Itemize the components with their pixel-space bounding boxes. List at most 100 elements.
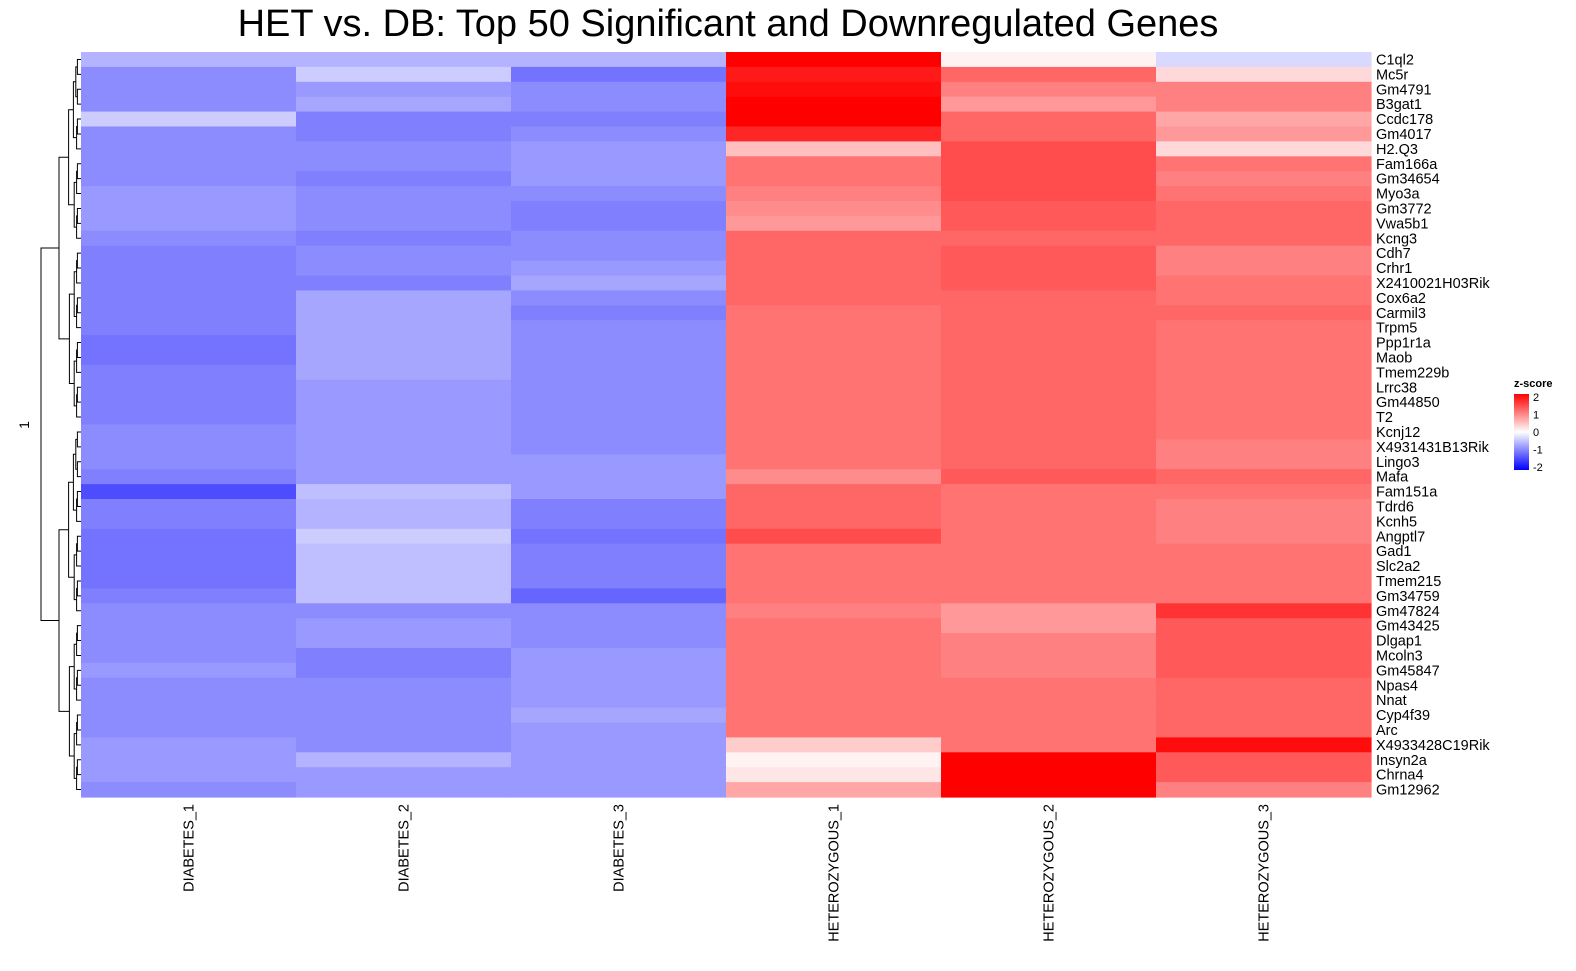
chart-title: HET vs. DB: Top 50 Significant and Downr… <box>237 3 1219 45</box>
heatmap-cell <box>1156 275 1372 291</box>
row-label: Lrrc38 <box>1376 380 1417 396</box>
legend-ticks: 2 1 0 -1 -2 <box>1533 392 1543 474</box>
row-label: Npas4 <box>1376 678 1418 694</box>
row-label: T2 <box>1376 410 1393 426</box>
heatmap-cell <box>511 439 727 455</box>
row-label: Maob <box>1376 350 1412 366</box>
heatmap-cell <box>726 320 942 336</box>
heatmap-cell <box>296 528 512 545</box>
heatmap-cell <box>1156 752 1372 768</box>
heatmap-cell <box>726 558 942 575</box>
heatmap-cell <box>1156 588 1372 604</box>
heatmap-cell <box>81 275 297 291</box>
heatmap-cell <box>726 528 942 545</box>
heatmap-cell <box>1156 305 1372 321</box>
row-cluster-label: 1 <box>16 421 32 429</box>
heatmap-cell <box>726 692 942 709</box>
heatmap-cell <box>726 588 942 604</box>
heatmap-cell <box>941 677 1157 694</box>
row-label: Kcnj12 <box>1376 425 1420 441</box>
heatmap-cell <box>296 454 512 470</box>
heatmap-cell <box>726 677 942 694</box>
heatmap-cell <box>726 81 942 98</box>
row-label: Tdrd6 <box>1376 499 1414 515</box>
heatmap-cell <box>511 394 727 411</box>
heatmap-cell <box>941 707 1157 724</box>
heatmap-cell <box>726 66 942 83</box>
dendrogram-branch <box>76 491 81 507</box>
heatmap-cell <box>81 633 297 649</box>
heatmap-cell <box>511 201 727 217</box>
heatmap-cell <box>296 707 512 724</box>
heatmap-cell <box>1156 782 1372 798</box>
heatmap-cell <box>511 305 727 321</box>
heatmap-cell <box>81 528 297 545</box>
heatmap-cell <box>726 543 942 560</box>
heatmap-cell <box>511 648 727 664</box>
row-label: Kcnh5 <box>1376 514 1417 530</box>
row-label: Gm4017 <box>1376 127 1432 143</box>
dendrogram-branch <box>76 207 81 224</box>
heatmap-cell <box>511 141 727 157</box>
row-label: Trpm5 <box>1376 321 1417 337</box>
heatmap-cell <box>726 469 942 485</box>
heatmap-cell <box>81 603 297 619</box>
heatmap-cell <box>941 156 1157 172</box>
heatmap-cell <box>511 767 727 783</box>
heatmap-cell <box>1156 201 1372 217</box>
row-label: Gm4791 <box>1376 82 1432 98</box>
heatmap-cell <box>296 96 512 113</box>
heatmap-cell <box>726 156 942 172</box>
heatmap-cell <box>511 171 727 187</box>
row-label: Gm34654 <box>1376 172 1440 188</box>
heatmap-cell <box>296 662 512 679</box>
heatmap-cell <box>1156 52 1372 68</box>
heatmap-cell <box>296 692 512 709</box>
heatmap-cell <box>941 245 1157 262</box>
heatmap-cell <box>1156 171 1372 187</box>
column-labels: DIABETES_1 DIABETES_2 DIABETES_3 HETEROZYGO… <box>182 804 1273 942</box>
heatmap-cell <box>1156 111 1372 128</box>
heatmap-cell <box>511 603 727 619</box>
heatmap-cell <box>81 513 297 530</box>
heatmap-cell <box>81 335 297 351</box>
heatmap-cell <box>726 499 942 515</box>
heatmap-cell <box>941 52 1157 68</box>
heatmap-cell <box>296 66 512 83</box>
heatmap-cell <box>81 692 297 709</box>
dendrogram-branch <box>58 156 70 340</box>
heatmap-cell <box>726 96 942 113</box>
heatmap-cell <box>511 320 727 336</box>
column-label: DIABETES_1 <box>182 804 198 892</box>
heatmap-cell <box>81 141 297 157</box>
heatmap-cell <box>296 394 512 411</box>
column-label: DIABETES_3 <box>612 804 628 892</box>
heatmap-cell <box>726 737 942 753</box>
heatmap-cell <box>941 320 1157 336</box>
row-label: Gad1 <box>1376 544 1411 560</box>
heatmap-cell <box>81 573 297 589</box>
row-label: Mcoln3 <box>1376 648 1423 664</box>
heatmap-cell <box>726 52 942 68</box>
heatmap-cell <box>1156 350 1372 366</box>
heatmap-cell <box>511 722 727 738</box>
heatmap-cell <box>1156 290 1372 306</box>
heatmap-cell <box>296 275 512 291</box>
heatmap-cell <box>296 633 512 649</box>
heatmap-cell <box>81 707 297 724</box>
heatmap-cell <box>511 379 727 396</box>
heatmap-cell <box>941 633 1157 649</box>
heatmap-cell <box>296 439 512 455</box>
heatmap-cell <box>81 454 297 470</box>
row-label: Chrna4 <box>1376 768 1424 784</box>
heatmap-cell <box>81 588 297 604</box>
heatmap-cell <box>1156 722 1372 738</box>
heatmap-cell <box>726 707 942 724</box>
heatmap-cell <box>81 96 297 113</box>
heatmap-cell <box>511 350 727 366</box>
heatmap-cell <box>511 290 727 306</box>
heatmap-cell <box>1156 454 1372 470</box>
heatmap-cell <box>941 528 1157 545</box>
heatmap-cell <box>1156 409 1372 426</box>
heatmap-cell <box>941 350 1157 366</box>
